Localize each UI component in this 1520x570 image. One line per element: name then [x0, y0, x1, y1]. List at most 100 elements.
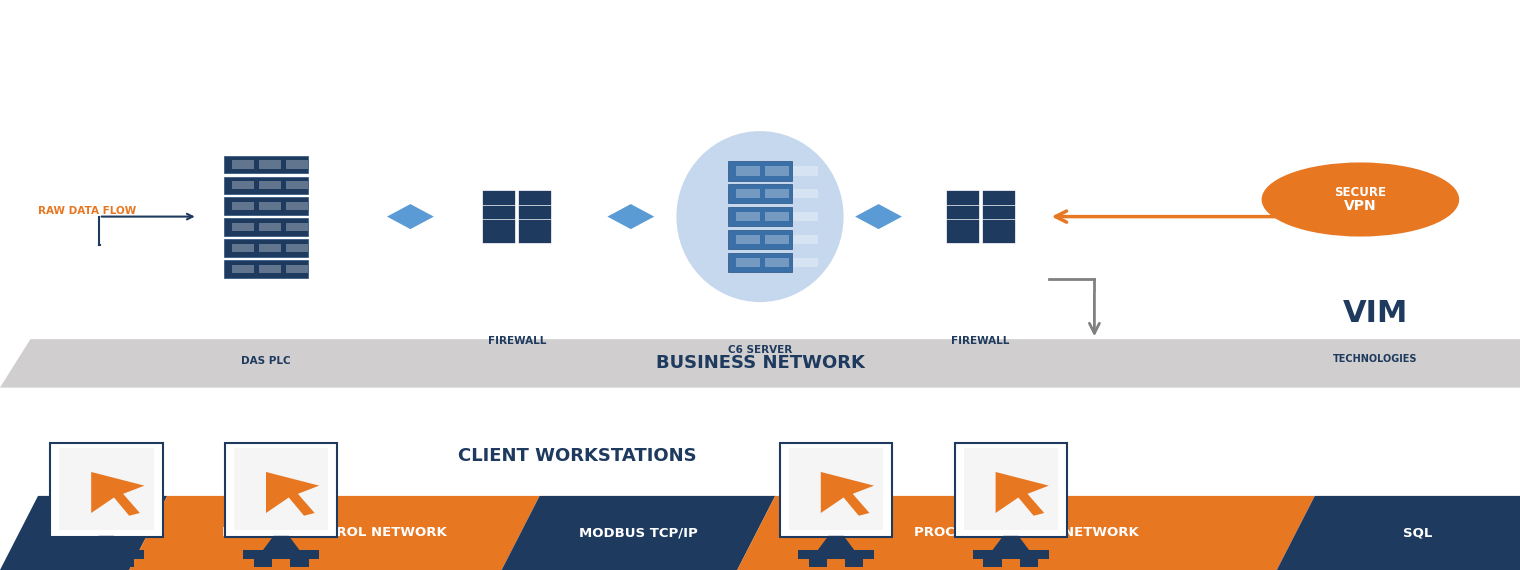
FancyBboxPatch shape [780, 443, 892, 537]
FancyBboxPatch shape [518, 219, 552, 243]
Polygon shape [821, 472, 874, 516]
FancyBboxPatch shape [964, 448, 1058, 530]
Text: TECHNOLOGIES: TECHNOLOGIES [1333, 354, 1418, 364]
FancyBboxPatch shape [225, 197, 307, 215]
FancyBboxPatch shape [765, 212, 789, 221]
FancyBboxPatch shape [231, 264, 254, 273]
Circle shape [1262, 162, 1459, 237]
FancyBboxPatch shape [793, 189, 818, 198]
Text: DAS PLC: DAS PLC [242, 356, 290, 367]
Text: FIREWALL: FIREWALL [488, 336, 546, 347]
Text: SQL: SQL [1403, 527, 1432, 539]
FancyBboxPatch shape [258, 223, 281, 231]
FancyBboxPatch shape [225, 218, 307, 236]
Polygon shape [856, 204, 901, 229]
Polygon shape [1277, 496, 1520, 570]
FancyBboxPatch shape [231, 223, 254, 231]
FancyBboxPatch shape [945, 205, 979, 229]
Text: MODBUS TCP/IP: MODBUS TCP/IP [579, 527, 698, 539]
FancyBboxPatch shape [225, 239, 307, 256]
FancyBboxPatch shape [482, 190, 515, 214]
FancyBboxPatch shape [945, 190, 979, 214]
FancyBboxPatch shape [793, 258, 818, 267]
FancyBboxPatch shape [243, 550, 319, 559]
FancyBboxPatch shape [793, 235, 818, 244]
Polygon shape [818, 536, 854, 550]
Polygon shape [996, 472, 1049, 516]
FancyBboxPatch shape [258, 202, 281, 210]
FancyBboxPatch shape [286, 264, 307, 273]
FancyBboxPatch shape [231, 160, 254, 169]
FancyBboxPatch shape [765, 258, 789, 267]
FancyBboxPatch shape [736, 166, 760, 176]
FancyBboxPatch shape [1020, 559, 1038, 567]
FancyBboxPatch shape [254, 559, 272, 567]
Text: VPN: VPN [1344, 200, 1377, 213]
Polygon shape [993, 536, 1029, 550]
FancyBboxPatch shape [258, 181, 281, 189]
Polygon shape [91, 472, 144, 516]
FancyBboxPatch shape [736, 212, 760, 221]
Text: CLIENT WORKSTATIONS: CLIENT WORKSTATIONS [459, 447, 696, 465]
FancyBboxPatch shape [286, 160, 307, 169]
FancyBboxPatch shape [258, 160, 281, 169]
FancyBboxPatch shape [225, 177, 307, 194]
FancyBboxPatch shape [955, 443, 1067, 537]
FancyBboxPatch shape [728, 230, 792, 249]
Text: OPC: OPC [68, 527, 99, 539]
FancyBboxPatch shape [728, 161, 792, 181]
FancyBboxPatch shape [290, 559, 309, 567]
Polygon shape [388, 204, 433, 229]
FancyBboxPatch shape [982, 219, 1015, 243]
FancyBboxPatch shape [736, 258, 760, 267]
Polygon shape [263, 536, 299, 550]
FancyBboxPatch shape [231, 181, 254, 189]
FancyBboxPatch shape [793, 212, 818, 221]
Polygon shape [0, 339, 1520, 388]
FancyBboxPatch shape [286, 181, 307, 189]
Text: PROCESS CONTROL NETWORK: PROCESS CONTROL NETWORK [914, 527, 1138, 539]
FancyBboxPatch shape [845, 559, 863, 567]
FancyBboxPatch shape [231, 244, 254, 252]
FancyBboxPatch shape [231, 202, 254, 210]
Text: SECURE: SECURE [1335, 186, 1386, 199]
FancyBboxPatch shape [79, 559, 97, 567]
FancyBboxPatch shape [116, 559, 134, 567]
Polygon shape [0, 496, 167, 570]
FancyBboxPatch shape [258, 244, 281, 252]
FancyBboxPatch shape [728, 184, 792, 203]
FancyBboxPatch shape [728, 207, 792, 226]
Polygon shape [502, 496, 775, 570]
FancyBboxPatch shape [789, 448, 883, 530]
Text: C6 SERVER: C6 SERVER [728, 345, 792, 355]
FancyBboxPatch shape [765, 235, 789, 244]
FancyBboxPatch shape [765, 166, 789, 176]
FancyBboxPatch shape [982, 205, 1015, 229]
Polygon shape [88, 536, 125, 550]
FancyBboxPatch shape [234, 448, 328, 530]
FancyBboxPatch shape [286, 223, 307, 231]
FancyBboxPatch shape [728, 253, 792, 272]
Text: FIREWALL: FIREWALL [952, 336, 1009, 347]
FancyBboxPatch shape [286, 202, 307, 210]
FancyBboxPatch shape [286, 244, 307, 252]
FancyBboxPatch shape [225, 260, 307, 278]
Text: PROCESS CONTROL NETWORK: PROCESS CONTROL NETWORK [222, 527, 447, 539]
FancyBboxPatch shape [736, 235, 760, 244]
FancyBboxPatch shape [68, 550, 144, 559]
FancyBboxPatch shape [59, 448, 154, 530]
FancyBboxPatch shape [482, 219, 515, 243]
FancyBboxPatch shape [983, 559, 1002, 567]
FancyBboxPatch shape [50, 443, 163, 537]
Text: VIM: VIM [1342, 299, 1409, 328]
FancyBboxPatch shape [482, 205, 515, 229]
FancyBboxPatch shape [973, 550, 1049, 559]
FancyBboxPatch shape [225, 156, 307, 173]
FancyBboxPatch shape [765, 189, 789, 198]
Text: BUSINESS NETWORK: BUSINESS NETWORK [655, 355, 865, 372]
FancyBboxPatch shape [225, 443, 337, 537]
FancyBboxPatch shape [982, 190, 1015, 214]
FancyBboxPatch shape [798, 550, 874, 559]
FancyBboxPatch shape [736, 189, 760, 198]
Ellipse shape [676, 131, 844, 302]
